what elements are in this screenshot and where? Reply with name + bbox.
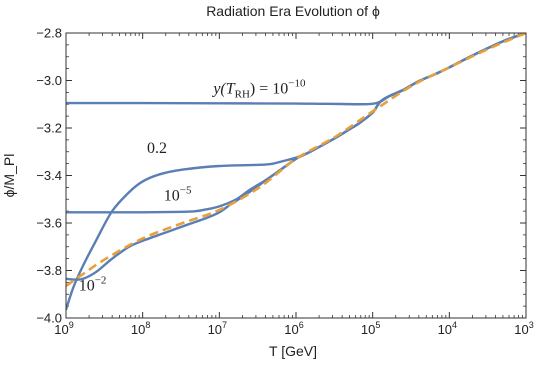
y-tick-label: −3.6 [36,216,62,231]
y-axis-label: ϕ/M_Pl [1,154,17,198]
y-tick-label: −3.0 [36,73,62,88]
y-axis-label-text: ϕ/M_Pl [1,154,17,198]
plot-frame [65,32,527,319]
curve-label-a3: 10−5 [164,184,192,204]
annotation-layer: y(TRH) = 10−10 0.2 10−5 10−2 [79,78,306,295]
chart-title: Radiation Era Evolution of ϕ [206,3,380,19]
curve-label-a2: 0.2 [147,140,167,157]
series-line-y1e-2 [66,33,526,281]
y-tick-label: −3.4 [36,168,62,183]
curve-label-a4: 10−2 [79,275,107,295]
curve-label-a1: y(TRH) = 10−10 [211,78,306,101]
x-tick-label: 108 [131,320,150,337]
x-tick-label: 105 [361,320,380,337]
x-tick-label: 107 [208,320,227,337]
y-tick-label: −2.8 [36,26,62,41]
series-line-y1e-10 [66,33,526,106]
x-tick-label: 109 [54,320,73,337]
y-tick-label: −3.2 [36,121,62,136]
x-tick-label: 103 [514,320,533,337]
y-tick-label: −3.8 [36,263,62,278]
series-line-attractor [66,33,526,288]
x-tick-label: 104 [438,320,457,337]
series-line-y0.2 [66,33,526,311]
x-tick-label: 106 [284,320,303,337]
y-tick-label: −4.0 [36,311,62,326]
series-layer [66,33,526,311]
x-axis-label: T [GeV] [269,343,317,359]
ticks-layer: 109 108 107 106 105 104 103 −4.0 −3.8 −3.6 −3.4 −3.… [36,26,533,338]
